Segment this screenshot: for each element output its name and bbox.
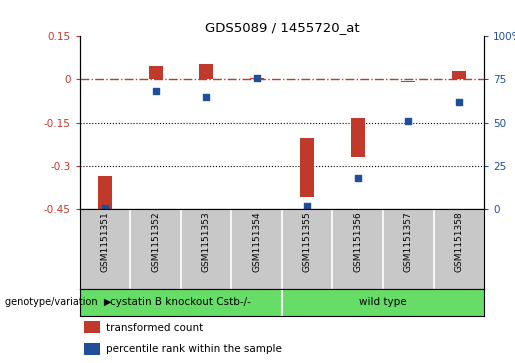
Bar bbox=[300, 138, 314, 197]
Point bbox=[252, 75, 261, 81]
Point bbox=[404, 118, 413, 124]
Text: GSM1151353: GSM1151353 bbox=[202, 211, 211, 272]
Text: GSM1151352: GSM1151352 bbox=[151, 211, 160, 272]
Bar bbox=[351, 118, 365, 157]
Bar bbox=[84, 343, 100, 355]
Text: GSM1151356: GSM1151356 bbox=[353, 211, 362, 272]
Point bbox=[455, 99, 463, 105]
Point bbox=[303, 203, 312, 209]
Text: genotype/variation  ▶: genotype/variation ▶ bbox=[5, 297, 112, 307]
Point bbox=[151, 89, 160, 94]
Point bbox=[354, 175, 362, 181]
Text: GSM1151351: GSM1151351 bbox=[100, 211, 110, 272]
Bar bbox=[98, 176, 112, 272]
Text: GSM1151357: GSM1151357 bbox=[404, 211, 413, 272]
Bar bbox=[84, 321, 100, 333]
Text: GSM1151355: GSM1151355 bbox=[303, 211, 312, 272]
Text: cystatin B knockout Cstb-/-: cystatin B knockout Cstb-/- bbox=[110, 297, 251, 307]
Point bbox=[101, 205, 109, 211]
Bar bbox=[452, 71, 466, 79]
Text: wild type: wild type bbox=[359, 297, 407, 307]
Text: GSM1151358: GSM1151358 bbox=[454, 211, 464, 272]
Bar bbox=[250, 78, 264, 79]
Text: GSM1151354: GSM1151354 bbox=[252, 211, 261, 272]
Bar bbox=[401, 81, 416, 82]
Text: transformed count: transformed count bbox=[106, 323, 203, 333]
Bar bbox=[148, 66, 163, 79]
Text: percentile rank within the sample: percentile rank within the sample bbox=[106, 344, 282, 354]
Title: GDS5089 / 1455720_at: GDS5089 / 1455720_at bbox=[204, 21, 359, 34]
Point bbox=[202, 94, 210, 99]
Bar bbox=[199, 64, 213, 79]
